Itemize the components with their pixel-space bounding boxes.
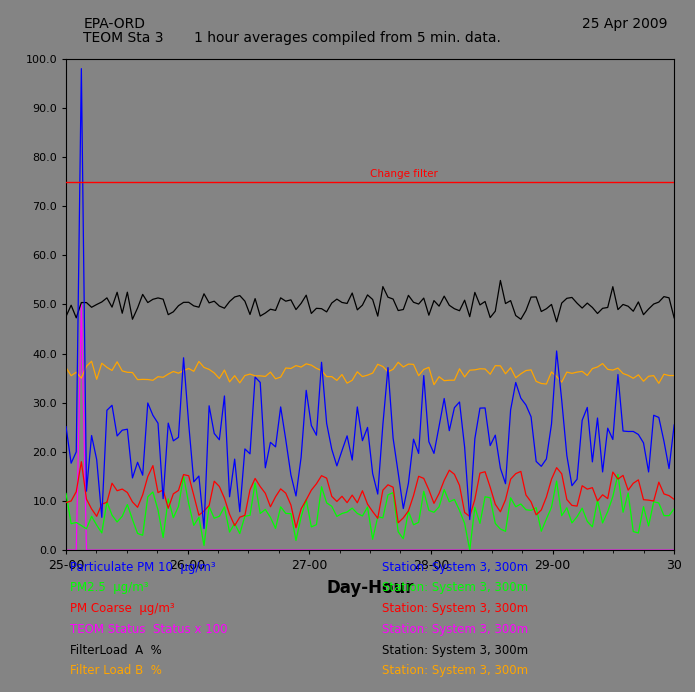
Text: TEOM Sta 3: TEOM Sta 3 [83,31,164,45]
Text: EPA-ORD: EPA-ORD [83,17,145,31]
Text: Station: System 3, 300m: Station: System 3, 300m [382,602,528,615]
Text: 1 hour averages compiled from 5 min. data.: 1 hour averages compiled from 5 min. dat… [194,31,501,45]
Text: Station: System 3, 300m: Station: System 3, 300m [382,623,528,636]
X-axis label: Day-Hour: Day-Hour [327,579,414,597]
Text: PM Coarse  μg/m³: PM Coarse μg/m³ [70,602,174,615]
Text: TEOM Status  Status x 100: TEOM Status Status x 100 [70,623,227,636]
Text: Station: System 3, 300m: Station: System 3, 300m [382,644,528,657]
Text: Filter Load B  %: Filter Load B % [70,664,161,677]
Text: PM2.5  μg/m³: PM2.5 μg/m³ [70,581,148,594]
Text: Station: System 3, 300m: Station: System 3, 300m [382,561,528,574]
Text: Station: System 3, 300m: Station: System 3, 300m [382,664,528,677]
Text: Particulate PM 10  μg/m³: Particulate PM 10 μg/m³ [70,561,215,574]
Text: Change filter: Change filter [370,169,438,179]
Text: FilterLoad  A  %: FilterLoad A % [70,644,161,657]
Text: Station: System 3, 300m: Station: System 3, 300m [382,581,528,594]
Text: 25 Apr 2009: 25 Apr 2009 [582,17,667,31]
